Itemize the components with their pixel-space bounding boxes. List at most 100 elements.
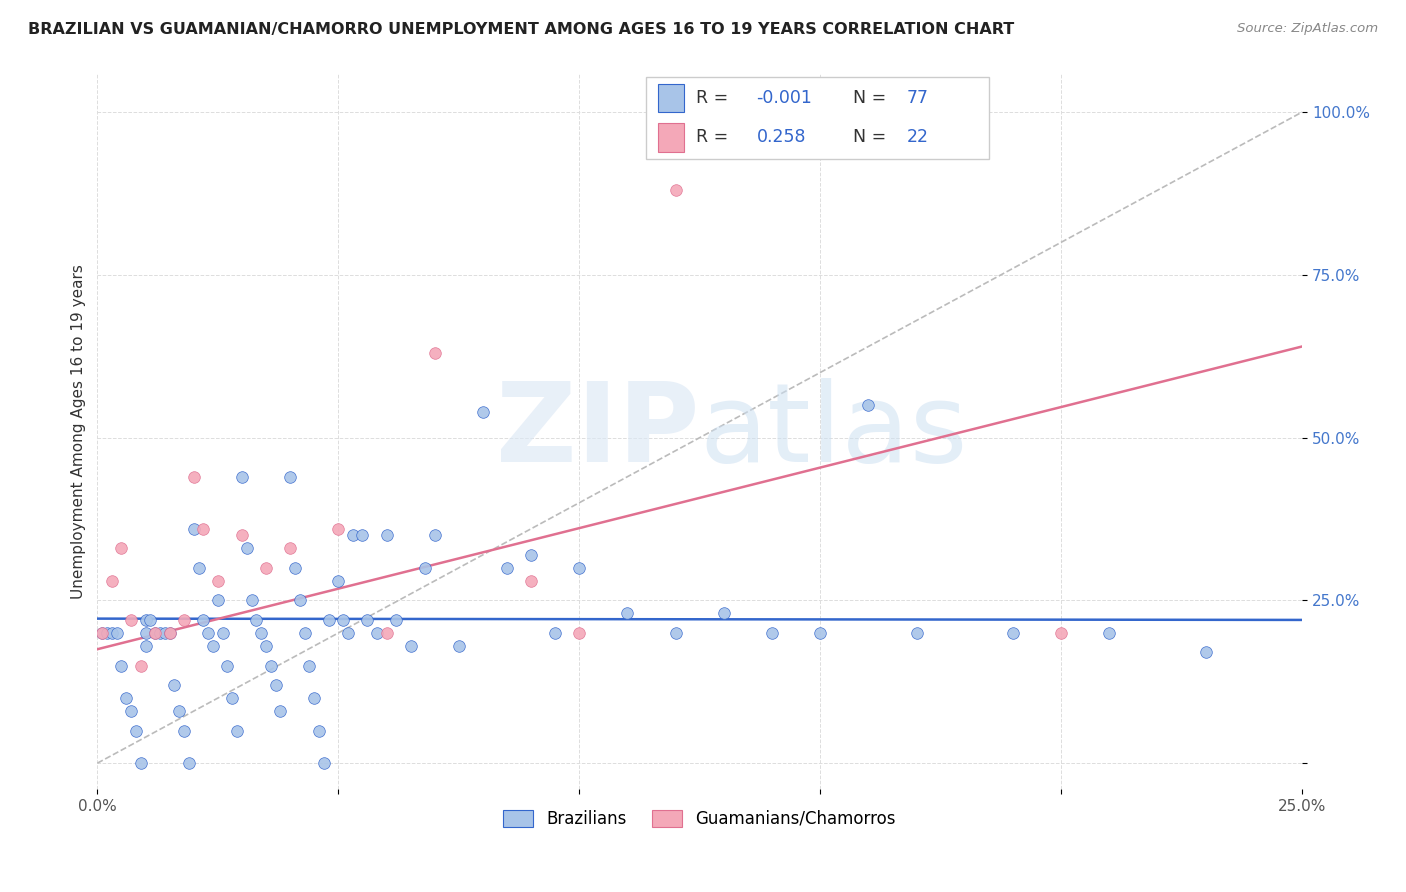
- Point: [665, 626, 688, 640]
- Point: [278, 541, 301, 556]
- Point: [173, 613, 195, 627]
- Point: [159, 626, 181, 640]
- Point: [808, 105, 831, 120]
- Point: [135, 626, 157, 640]
- Point: [665, 183, 688, 197]
- Point: [375, 626, 398, 640]
- Point: [143, 626, 166, 640]
- Point: [96, 626, 118, 640]
- Point: [177, 756, 200, 771]
- Bar: [658, 123, 685, 152]
- Point: [375, 528, 398, 542]
- Point: [120, 704, 142, 718]
- Point: [366, 626, 388, 640]
- Text: Source: ZipAtlas.com: Source: ZipAtlas.com: [1237, 22, 1378, 36]
- Point: [159, 626, 181, 640]
- Text: BRAZILIAN VS GUAMANIAN/CHAMORRO UNEMPLOYMENT AMONG AGES 16 TO 19 YEARS CORRELATI: BRAZILIAN VS GUAMANIAN/CHAMORRO UNEMPLOY…: [28, 22, 1014, 37]
- Text: atlas: atlas: [700, 377, 969, 484]
- Point: [858, 398, 880, 412]
- Point: [221, 691, 243, 706]
- Legend: Brazilians, Guamanians/Chamorros: Brazilians, Guamanians/Chamorros: [496, 803, 903, 835]
- Point: [328, 574, 350, 588]
- Point: [808, 626, 831, 640]
- Point: [183, 522, 205, 536]
- Point: [496, 561, 519, 575]
- Text: 0.258: 0.258: [756, 128, 806, 146]
- Point: [235, 541, 257, 556]
- Point: [413, 561, 436, 575]
- Point: [260, 658, 283, 673]
- Point: [328, 522, 350, 536]
- Point: [332, 613, 354, 627]
- Point: [211, 626, 233, 640]
- Point: [91, 626, 114, 640]
- Y-axis label: Unemployment Among Ages 16 to 19 years: Unemployment Among Ages 16 to 19 years: [72, 264, 86, 599]
- Point: [308, 723, 330, 738]
- Point: [173, 723, 195, 738]
- Bar: [658, 84, 685, 112]
- Point: [1050, 626, 1073, 640]
- Point: [713, 607, 735, 621]
- Point: [129, 658, 152, 673]
- Point: [129, 756, 152, 771]
- Point: [356, 613, 378, 627]
- Point: [254, 639, 277, 653]
- Point: [207, 593, 229, 607]
- Point: [520, 548, 543, 562]
- Point: [254, 561, 277, 575]
- Point: [1098, 626, 1121, 640]
- Point: [101, 574, 124, 588]
- Point: [399, 639, 422, 653]
- Point: [250, 626, 273, 640]
- Point: [110, 541, 132, 556]
- Point: [544, 626, 567, 640]
- Point: [447, 639, 470, 653]
- Point: [616, 607, 638, 621]
- Point: [207, 574, 229, 588]
- Point: [269, 704, 291, 718]
- Point: [202, 639, 225, 653]
- Point: [423, 346, 446, 360]
- Point: [149, 626, 172, 640]
- Point: [318, 613, 340, 627]
- Point: [115, 691, 138, 706]
- Point: [105, 626, 128, 640]
- Point: [169, 704, 191, 718]
- FancyBboxPatch shape: [645, 77, 988, 159]
- Point: [193, 613, 215, 627]
- Point: [143, 626, 166, 640]
- Point: [217, 658, 239, 673]
- Point: [231, 528, 253, 542]
- Point: [568, 626, 591, 640]
- Point: [240, 593, 263, 607]
- Point: [226, 723, 249, 738]
- Point: [163, 678, 186, 692]
- Point: [278, 469, 301, 483]
- Point: [342, 528, 364, 542]
- Point: [193, 522, 215, 536]
- Point: [288, 593, 311, 607]
- Point: [294, 626, 316, 640]
- Point: [187, 561, 209, 575]
- Text: 77: 77: [907, 89, 929, 107]
- Point: [905, 626, 928, 640]
- Point: [352, 528, 374, 542]
- Point: [264, 678, 287, 692]
- Point: [101, 626, 124, 640]
- Point: [385, 613, 408, 627]
- Point: [125, 723, 148, 738]
- Point: [183, 469, 205, 483]
- Point: [135, 613, 157, 627]
- Text: 22: 22: [907, 128, 929, 146]
- Point: [336, 626, 359, 640]
- Point: [153, 626, 176, 640]
- Text: N =: N =: [853, 128, 891, 146]
- Point: [423, 528, 446, 542]
- Text: ZIP: ZIP: [496, 377, 700, 484]
- Point: [1195, 645, 1218, 659]
- Point: [298, 658, 321, 673]
- Point: [197, 626, 219, 640]
- Point: [302, 691, 325, 706]
- Point: [91, 626, 114, 640]
- Point: [110, 658, 132, 673]
